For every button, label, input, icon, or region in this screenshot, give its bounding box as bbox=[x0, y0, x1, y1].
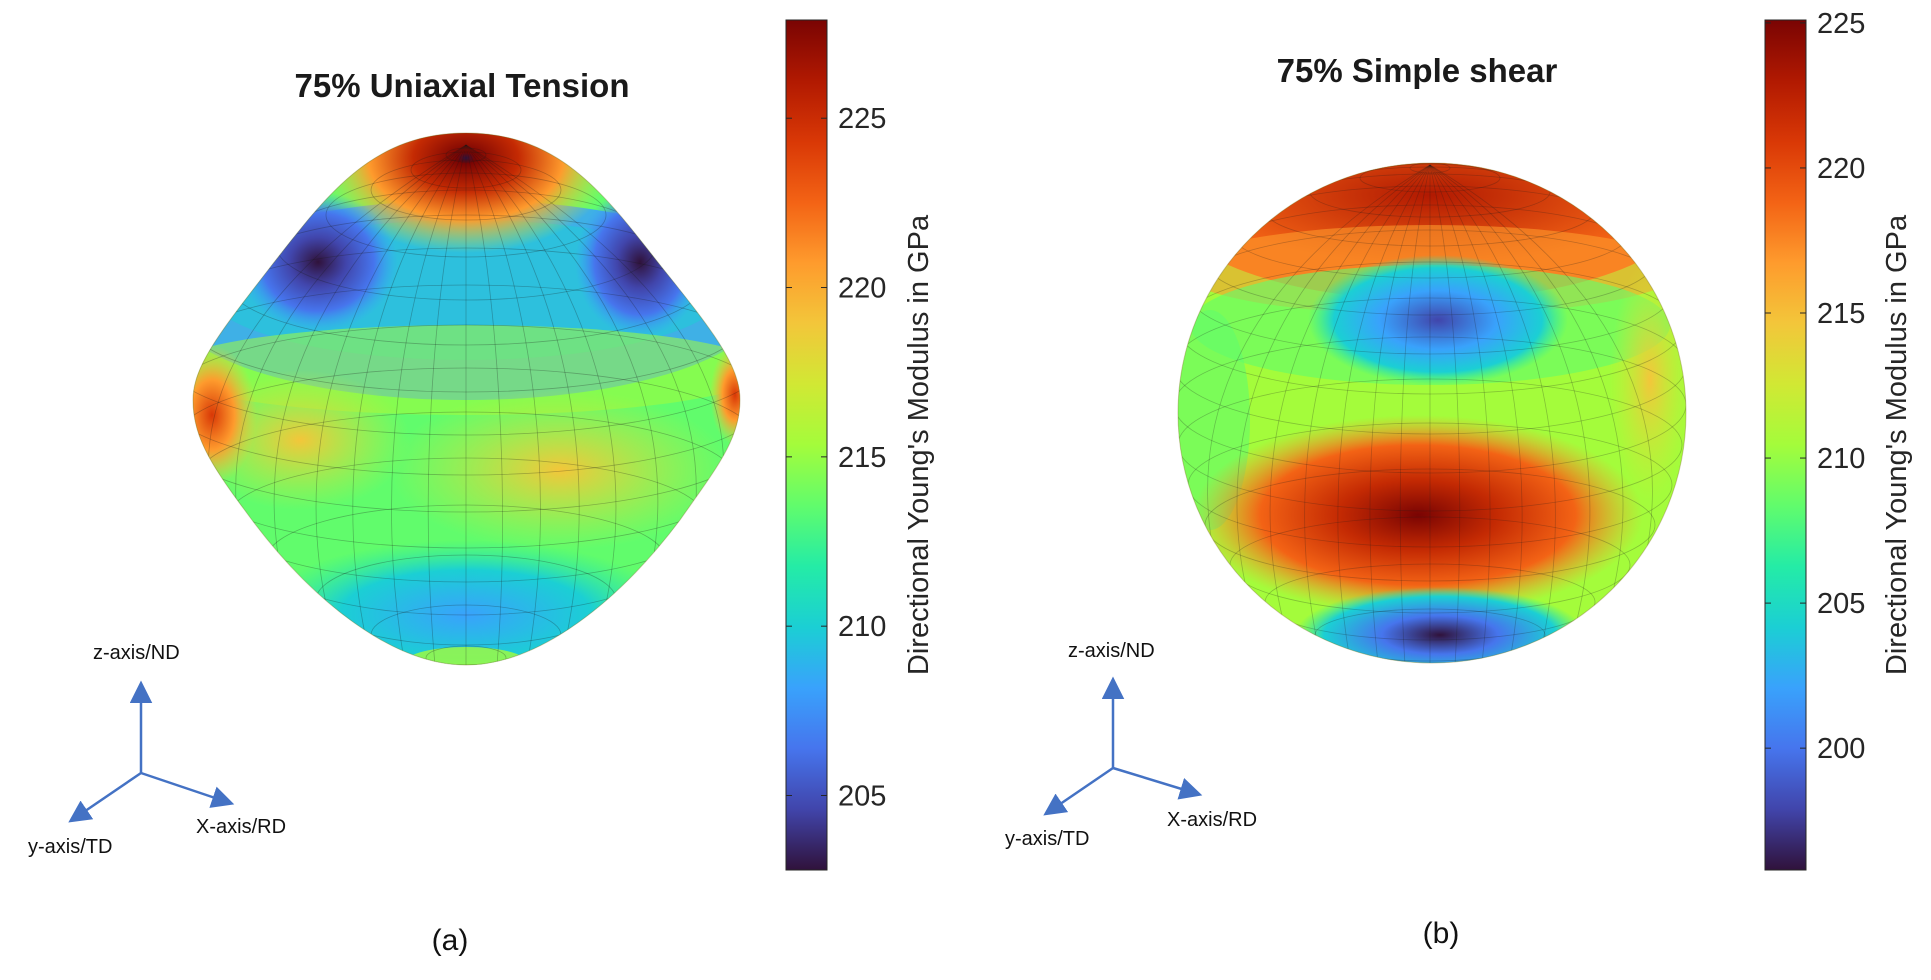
panel-a-y-axis-arrow bbox=[68, 771, 142, 823]
panel-b-colorbar-ticks: 200 205 210 215 220 225 bbox=[1765, 8, 1865, 765]
panel-b-caption: (b) bbox=[1423, 917, 1460, 950]
panel-b-colorbar-label: Directional Young's Modulus in GPa bbox=[1881, 214, 1913, 675]
panel-b-x-axis-arrow bbox=[1112, 766, 1203, 800]
panel-a-colorbar bbox=[785, 19, 828, 871]
panel-b-surface bbox=[1178, 163, 1686, 663]
panel-a-surface bbox=[193, 133, 740, 665]
panel-b-colorbar-tick-label: 210 bbox=[1817, 443, 1865, 475]
panel-a: 75% Uniaxial Tension bbox=[28, 19, 935, 957]
panel-b-colorbar-tick-label: 215 bbox=[1817, 298, 1865, 330]
panel-a-title: 75% Uniaxial Tension bbox=[295, 67, 630, 104]
panel-a-x-axis-arrow bbox=[140, 771, 235, 808]
panel-b-colorbar-tick-label: 200 bbox=[1817, 733, 1865, 765]
panel-a-colorbar-tick-label: 215 bbox=[838, 442, 886, 474]
panel-b-colorbar-tick-label: 205 bbox=[1817, 588, 1865, 620]
panel-a-z-axis-label: z-axis/ND bbox=[93, 642, 180, 664]
panel-b-colorbar bbox=[1764, 19, 1807, 871]
panel-a-colorbar-label: Directional Young's Modulus in GPa bbox=[903, 214, 935, 675]
panel-b-axis-triad bbox=[1043, 676, 1203, 816]
panel-a-colorbar-ticks: 205 210 215 220 225 bbox=[786, 103, 886, 812]
panel-a-colorbar-tick-label: 210 bbox=[838, 611, 886, 643]
panel-b: 75% Simple shear bbox=[1005, 8, 1913, 950]
panel-a-y-axis-label: y-axis/TD bbox=[28, 836, 112, 858]
panel-a-colorbar-tick-label: 220 bbox=[838, 273, 886, 305]
panel-a-colorbar-tick-label: 225 bbox=[838, 103, 886, 135]
panel-b-z-axis-label: z-axis/ND bbox=[1068, 640, 1155, 662]
panel-b-title: 75% Simple shear bbox=[1277, 52, 1558, 89]
panel-a-axis-triad bbox=[68, 680, 235, 823]
panel-b-x-axis-label: X-axis/RD bbox=[1167, 809, 1257, 831]
panel-b-colorbar-tick-label: 220 bbox=[1817, 153, 1865, 185]
panel-b-y-axis-arrow bbox=[1043, 766, 1114, 816]
panel-a-x-axis-label: X-axis/RD bbox=[196, 816, 286, 838]
panel-b-y-axis-label: y-axis/TD bbox=[1005, 828, 1089, 850]
panel-a-colorbar-tick-label: 205 bbox=[838, 780, 886, 812]
panel-b-colorbar-tick-label: 225 bbox=[1817, 8, 1865, 40]
panel-a-caption: (a) bbox=[432, 924, 469, 957]
